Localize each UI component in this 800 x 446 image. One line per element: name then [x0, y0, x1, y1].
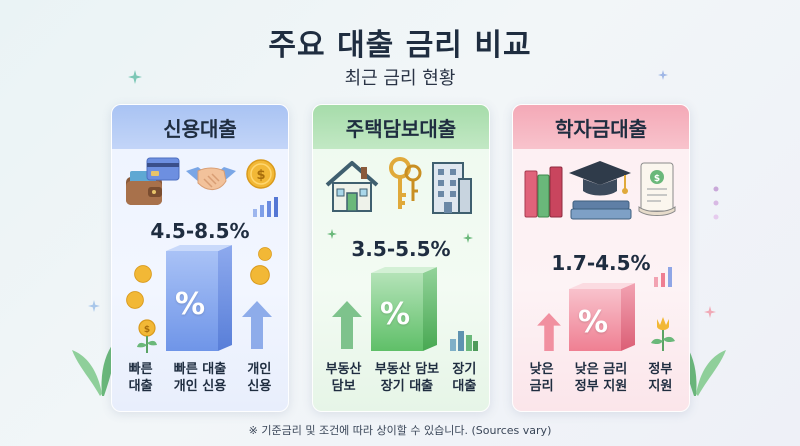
card-title: 주택담보대출: [313, 105, 489, 149]
mini-chart-icon: [253, 197, 278, 217]
rate-value: 4.5-8.5%: [150, 219, 250, 243]
footnote: ※ 기준금리 및 조건에 따라 상이할 수 있습니다. (Sources var…: [248, 424, 552, 437]
card-student-loan: 학자금대출 $ 1.7-4.5%: [512, 104, 690, 412]
sparkle-icon: [463, 233, 473, 243]
page-title: 주요 대출 금리 비교: [268, 28, 532, 63]
key-icon: [389, 157, 422, 209]
page-subtitle: 최근 금리 현황: [344, 68, 456, 89]
sparkle-icon: [128, 70, 142, 84]
building-icon: [432, 162, 472, 214]
bar-percent-symbol: %: [379, 297, 411, 332]
coin-icon: [134, 265, 152, 283]
graduation-cap-icon: [569, 161, 632, 220]
svg-text:$: $: [256, 168, 265, 183]
svg-text:$: $: [654, 174, 660, 184]
rate-value: 3.5-5.5%: [351, 237, 451, 261]
sparkle-icon: [658, 70, 668, 80]
bar-percent-symbol: %: [577, 305, 609, 340]
bar-percent-symbol: %: [174, 287, 206, 322]
arrow-up-icon: [332, 301, 362, 349]
card-label: 빠른 대출: [128, 362, 153, 394]
arrow-up-icon: [537, 313, 561, 351]
rate-bar: [371, 267, 437, 351]
plant-icon: [651, 317, 675, 351]
card-title: 신용대출: [112, 105, 288, 149]
mini-chart-icon: [450, 331, 478, 351]
card-label: 낮은 금리: [529, 362, 554, 394]
card-label: 장기 대출: [452, 362, 477, 394]
sparkle-icon: [327, 229, 337, 239]
card-labels: 낮은 금리 낮은 금리 정부 지원 정부 지원: [513, 361, 689, 395]
dots-decoration: [713, 186, 719, 220]
house-icon: [325, 161, 379, 212]
coin-icon: $: [246, 159, 276, 189]
card-credit-loan: 신용대출 $ 4.5-8.5% $: [111, 104, 289, 412]
card-labels: 빠른 대출 빠른 대출 개인 신용 개인 신용: [112, 361, 288, 395]
handshake-icon: [186, 167, 236, 190]
svg-text:$: $: [144, 325, 150, 335]
card-labels: 부동산 담보 부동산 담보 장기 대출 장기 대출: [313, 361, 489, 395]
card-label: 낮은 금리 정부 지원: [574, 362, 628, 394]
leaf-plant-left-icon: [72, 342, 115, 396]
coin-icon: [126, 291, 144, 309]
card-label: 정부 지원: [648, 362, 673, 394]
diploma-icon: $: [638, 162, 676, 216]
card-mortgage-loan: 주택담보대출 3.5-5.5%: [312, 104, 490, 412]
coin-icon: [250, 265, 270, 285]
coin-plant-icon: $: [137, 319, 157, 353]
credit-card-icon: [146, 157, 180, 181]
rate-bar: [569, 283, 635, 351]
card-label: 개인 신용: [247, 362, 272, 394]
books-icon: [524, 166, 563, 218]
coin-icon: [258, 247, 272, 261]
rate-bar: [166, 245, 232, 351]
arrow-up-icon: [242, 301, 272, 349]
card-title: 학자금대출: [513, 105, 689, 149]
card-label: 부동산 담보: [325, 362, 362, 394]
mini-chart-icon: [654, 267, 672, 287]
card-label: 부동산 담보 장기 대출: [374, 362, 440, 394]
sparkle-icon: [88, 300, 100, 312]
rate-value: 1.7-4.5%: [551, 251, 651, 275]
sparkle-icon: [704, 306, 716, 318]
card-label: 빠른 대출 개인 신용: [173, 362, 227, 394]
